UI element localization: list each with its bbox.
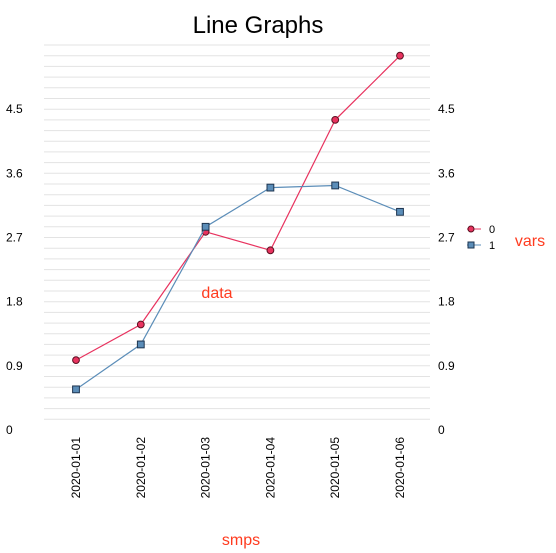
x-axis: 2020-01-01 2020-01-02 2020-01-03 2020-01-04… (69, 437, 407, 499)
data-point (331, 181, 340, 190)
data-point (266, 246, 275, 255)
series-line (75, 184, 401, 390)
y-tick-label-left: 0.9 (6, 359, 23, 373)
y-tick-label-left: 2.7 (6, 231, 23, 245)
y-tick-label-left: 3.6 (6, 166, 23, 180)
y-axis-label: data (201, 285, 232, 302)
y-tick-label-right: 0 (438, 423, 445, 437)
x-axis-label: smps (222, 532, 260, 549)
series-line (75, 55, 401, 361)
x-tick-label: 2020-01-02 (134, 437, 148, 499)
legend-label: 1 (489, 240, 495, 252)
series-layer (72, 51, 404, 394)
grid-lines (44, 44, 430, 420)
legend-marker (467, 241, 475, 249)
y-axis-left: 0 0.9 1.8 2.7 3.6 4.5 (6, 102, 23, 437)
data-point (72, 356, 80, 365)
y-tick-label-right: 1.8 (438, 295, 455, 309)
y-axis-right: 0 0.9 1.8 2.7 3.6 4.5 (438, 102, 455, 437)
data-point (266, 183, 275, 192)
legend-title: vars (515, 233, 545, 250)
chart-title: Line Graphs (193, 12, 324, 39)
x-tick-label: 2020-01-05 (328, 437, 342, 499)
y-tick-label-right: 0.9 (438, 359, 455, 373)
y-tick-label-right: 2.7 (438, 231, 455, 245)
data-point (136, 340, 145, 349)
data-point (136, 320, 145, 329)
data-point (396, 207, 404, 216)
x-tick-label: 2020-01-04 (263, 437, 277, 499)
y-tick-label-left: 0 (6, 423, 13, 437)
x-tick-label: 2020-01-01 (69, 437, 83, 499)
y-tick-label-right: 3.6 (438, 166, 455, 180)
y-tick-label-left: 4.5 (6, 102, 23, 116)
x-tick-label: 2020-01-03 (199, 437, 213, 499)
data-point (201, 222, 210, 231)
y-tick-label-right: 4.5 (438, 102, 455, 116)
data-point (396, 51, 404, 60)
legend-marker (467, 225, 475, 233)
data-point (331, 115, 340, 124)
legend-label: 0 (489, 224, 495, 236)
legend: 01 (467, 224, 495, 252)
x-tick-label: 2020-01-06 (393, 437, 407, 499)
y-tick-label-left: 1.8 (6, 295, 23, 309)
data-point (72, 385, 80, 394)
